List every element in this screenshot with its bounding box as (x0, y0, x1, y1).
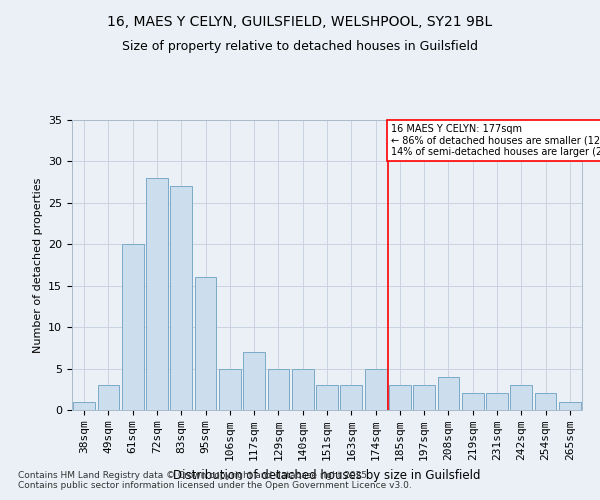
Bar (340, 385, 362, 410)
Bar (170, 186, 192, 410)
Bar (73, 402, 95, 410)
Bar (243, 352, 265, 410)
Bar (389, 385, 411, 410)
Text: Contains HM Land Registry data © Crown copyright and database right 2025.
Contai: Contains HM Land Registry data © Crown c… (18, 470, 412, 490)
Bar (413, 385, 435, 410)
Bar (194, 278, 217, 410)
Bar (122, 244, 143, 410)
Bar (559, 402, 581, 410)
Bar (292, 368, 314, 410)
Bar (365, 368, 386, 410)
Bar (437, 377, 460, 410)
Bar (462, 394, 484, 410)
Text: 16 MAES Y CELYN: 177sqm
← 86% of detached houses are smaller (127)
14% of semi-d: 16 MAES Y CELYN: 177sqm ← 86% of detache… (391, 124, 600, 158)
Bar (316, 385, 338, 410)
Bar (219, 368, 241, 410)
Text: Size of property relative to detached houses in Guilsfield: Size of property relative to detached ho… (122, 40, 478, 53)
Bar (97, 385, 119, 410)
Text: 16, MAES Y CELYN, GUILSFIELD, WELSHPOOL, SY21 9BL: 16, MAES Y CELYN, GUILSFIELD, WELSHPOOL,… (107, 15, 493, 29)
Y-axis label: Number of detached properties: Number of detached properties (32, 178, 43, 352)
Bar (486, 394, 508, 410)
Bar (511, 385, 532, 410)
Bar (268, 368, 289, 410)
Bar (535, 394, 556, 410)
Bar (146, 178, 168, 410)
X-axis label: Distribution of detached houses by size in Guilsfield: Distribution of detached houses by size … (173, 468, 481, 481)
